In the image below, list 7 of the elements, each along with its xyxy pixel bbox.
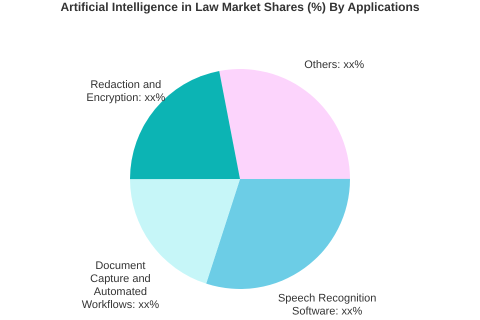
slice-label: Redaction and Encryption: xx% (86, 78, 166, 104)
slice-label: Document Capture and Automated Workflows: xx% (82, 260, 160, 312)
pie-slice (206, 178, 350, 289)
pie-slice (219, 69, 350, 179)
slice-label: Speech Recognition Software: xx% (278, 292, 376, 318)
slice-label: Others: xx% (304, 58, 364, 71)
chart-title: Artificial Intelligence in Law Market Shares (%) By Applications (60, 0, 420, 14)
